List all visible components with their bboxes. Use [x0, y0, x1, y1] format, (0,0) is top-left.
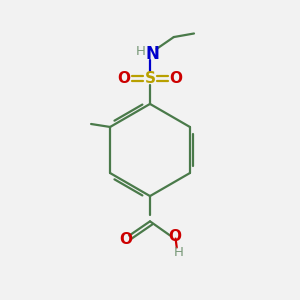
Text: O: O: [118, 71, 130, 86]
Text: N: N: [146, 45, 159, 63]
Text: O: O: [169, 71, 182, 86]
Text: O: O: [168, 229, 181, 244]
Text: O: O: [120, 232, 133, 247]
Text: H: H: [136, 45, 146, 58]
Text: S: S: [145, 71, 155, 86]
Text: H: H: [174, 246, 184, 259]
